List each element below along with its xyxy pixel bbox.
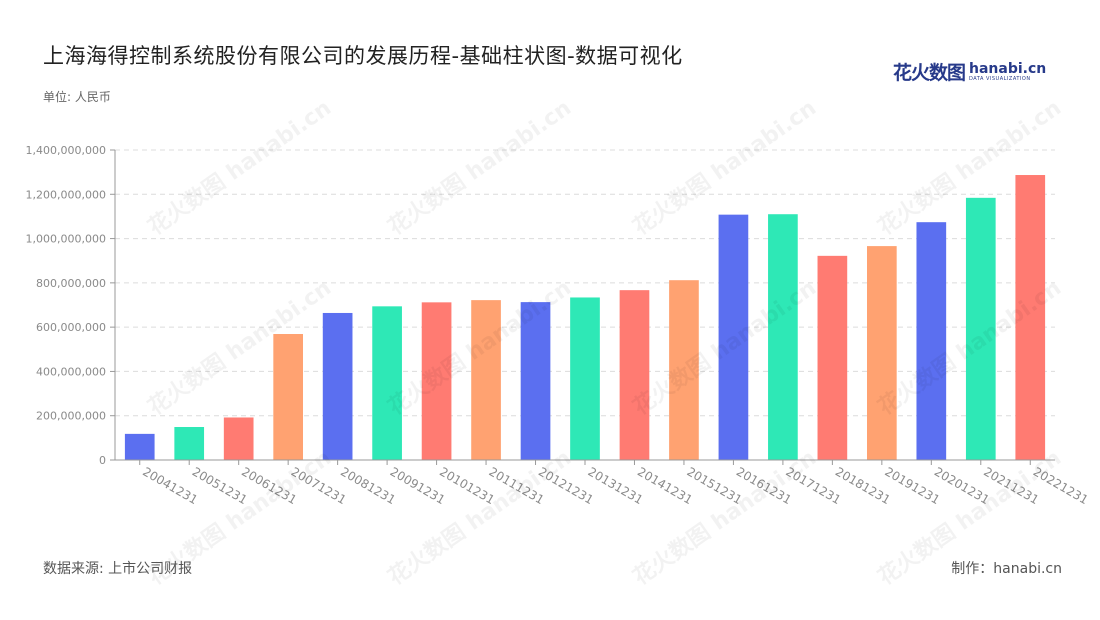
y-tick-label: 400,000,000: [36, 365, 106, 378]
x-tick-label: 20191231: [882, 464, 942, 507]
bar: [916, 222, 947, 460]
bar: [372, 306, 402, 460]
x-tick-label: 20131231: [586, 464, 646, 507]
x-tick-label: 20051231: [190, 464, 250, 507]
x-tick-label: 20081231: [338, 464, 398, 507]
bar: [965, 197, 996, 461]
axis-layer: [110, 149, 1055, 465]
y-tick-label: 1,200,000,000: [26, 188, 106, 201]
x-tick-label: 20151231: [684, 464, 744, 507]
x-tick-label: 20161231: [734, 464, 794, 507]
bar: [124, 433, 155, 460]
y-tick-label: 1,000,000,000: [26, 233, 106, 246]
bar: [520, 302, 551, 460]
bar: [471, 300, 501, 460]
bar-layer: [124, 175, 1046, 461]
y-tick-label: 1,400,000,000: [26, 144, 106, 157]
bar: [322, 312, 353, 460]
x-tick-label: 20181231: [833, 464, 893, 507]
chart-title: 上海海得控制系统股份有限公司的发展历程-基础柱状图-数据可视化: [43, 44, 683, 68]
bar: [669, 280, 699, 460]
bar: [1015, 175, 1046, 460]
bar: [817, 255, 848, 460]
x-tick-label: 20111231: [487, 464, 547, 507]
y-tick-label: 0: [99, 454, 106, 467]
x-tick-label: 20121231: [536, 464, 596, 507]
x-tick-label: 20071231: [289, 464, 349, 507]
bar: [867, 246, 897, 460]
y-tick-label: 800,000,000: [36, 277, 106, 290]
x-tick-label: 20041231: [140, 464, 200, 507]
bar: [273, 334, 303, 460]
logo-text-en: hanabi.cn: [969, 60, 1047, 77]
x-tick-label: 20211231: [981, 464, 1041, 507]
x-tick-label: 20141231: [635, 464, 695, 507]
bar: [619, 290, 650, 460]
x-tick-label: 20221231: [1031, 464, 1091, 507]
logo-text-en-group: hanabi.cn DATA VISUALIZATION: [969, 62, 1046, 82]
bar: [223, 417, 254, 460]
bar: [421, 302, 452, 460]
x-tick-label: 20201231: [932, 464, 992, 507]
logo-text-cn: 花火数图: [893, 62, 966, 84]
x-tick-label: 20101231: [437, 464, 497, 507]
x-tick-label: 20171231: [783, 464, 843, 507]
y-tick-label: 600,000,000: [36, 321, 106, 334]
bar: [570, 297, 600, 460]
unit-label: 单位: 人民币: [43, 90, 111, 104]
bar: [174, 427, 205, 460]
credit-label: 制作：hanabi.cn: [951, 561, 1062, 577]
logo-subtitle: DATA VISUALIZATION: [969, 75, 1031, 82]
bar: [718, 214, 749, 460]
brand-logo[interactable]: 花火数图 hanabi.cn DATA VISUALIZATION: [893, 58, 1046, 85]
data-source: 数据来源: 上市公司财报: [43, 561, 193, 577]
x-tick-label: 20091231: [388, 464, 448, 507]
x-tick-label: 20061231: [239, 464, 299, 507]
bar: [768, 214, 798, 460]
y-tick-label: 200,000,000: [36, 410, 106, 423]
